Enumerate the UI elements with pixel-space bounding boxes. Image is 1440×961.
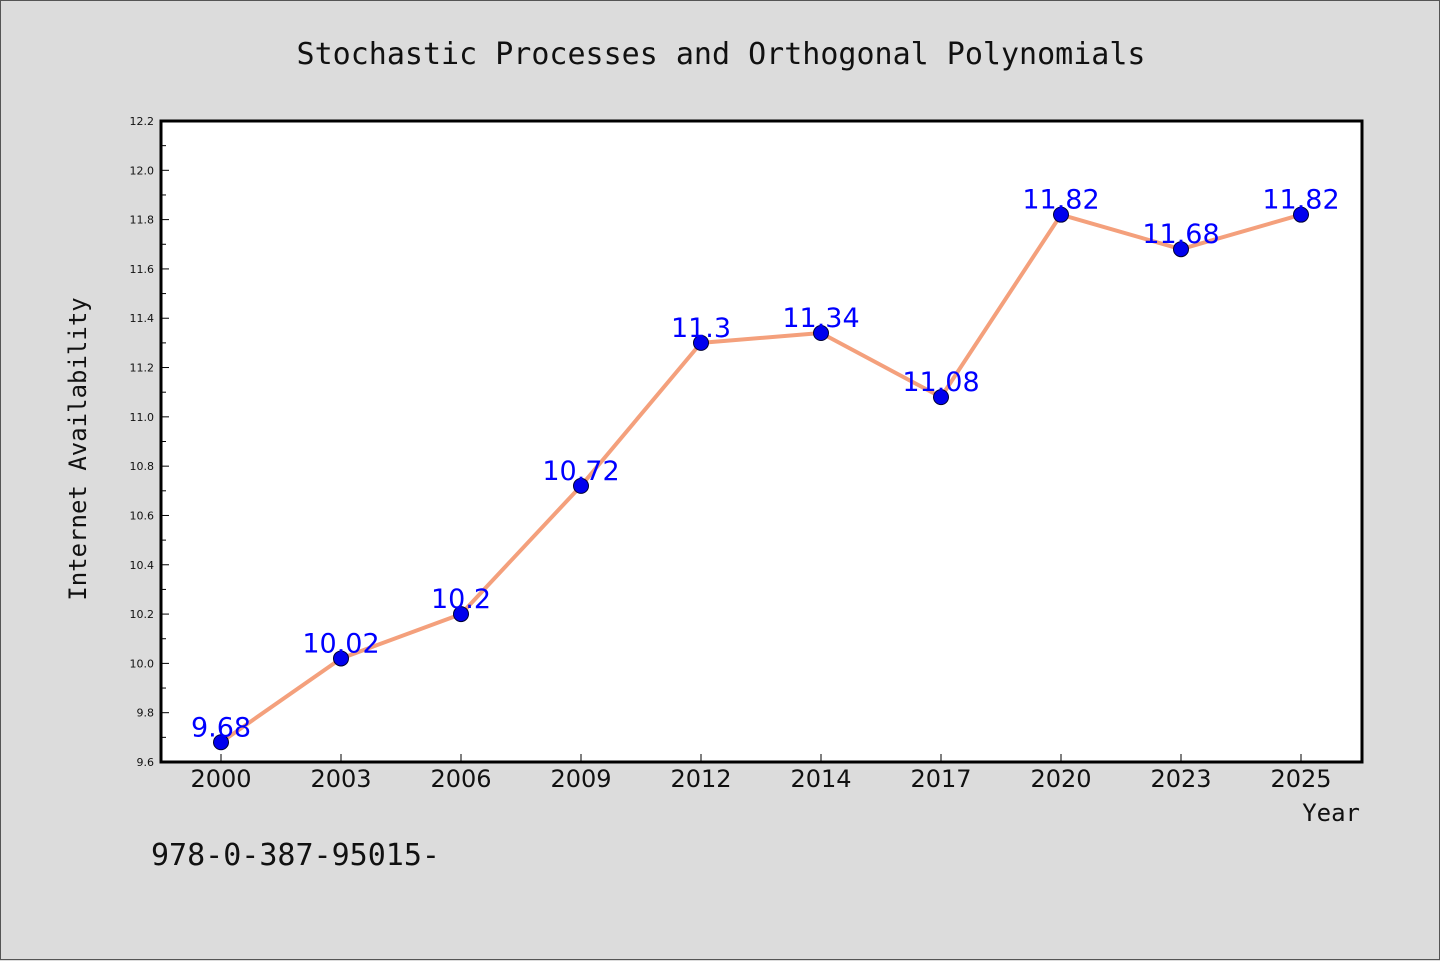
x-tick-label: 2009 [550,765,611,793]
y-tick-label: 9.6 [137,756,155,769]
y-tick-label: 10.6 [130,509,155,522]
data-point [213,734,229,751]
data-label: 10.72 [542,456,619,487]
x-tick-label: 2006 [430,765,491,793]
y-tick-label: 10.8 [130,460,155,473]
y-tick-label: 11.2 [130,362,155,375]
y-tick-label: 9.8 [137,707,155,720]
y-tick-label: 12.0 [130,164,155,177]
data-label: 9.68 [191,712,251,743]
data-point [1053,206,1069,223]
y-axis: 9.6 9.8 10.0 10.2 10.4 10.6 10.8 11.0 11.2 11.4 11… [130,115,169,769]
x-tick-label: 2000 [190,765,251,793]
x-tick-label: 2025 [1270,765,1331,793]
data-label: 11.82 [1022,185,1099,216]
data-point [693,334,709,351]
x-axis-label: Year [1302,799,1360,827]
y-tick-label: 10.4 [130,559,155,572]
data-point [813,325,829,342]
x-tick-label: 2012 [670,765,731,793]
y-tick-label: 10.2 [130,608,155,621]
data-point [333,650,349,667]
data-point [933,389,949,406]
y-tick-label: 12.2 [130,115,155,128]
chart-title: Stochastic Processes and Orthogonal Poly… [297,37,1146,72]
y-tick-label: 11.4 [130,312,155,325]
footer-text: 978-0-387-95015- [151,838,440,873]
data-series: 9.68 10.02 10.2 10.72 11.3 11.34 11.08 11.82 11.… [191,185,1340,751]
y-tick-label: 11.8 [130,214,155,227]
plot-area [159,119,1364,764]
data-label: 11.82 [1262,185,1339,216]
data-label: 10.2 [431,584,491,615]
data-label: 11.08 [902,367,979,398]
data-point [1293,206,1309,223]
x-tick-label: 2017 [910,765,971,793]
data-point [573,477,589,494]
data-point [1173,241,1189,258]
y-tick-label: 11.6 [130,263,155,276]
x-tick-label: 2003 [310,765,371,793]
x-axis: 2000 2003 2006 2009 2012 2014 2017 2020 2023 2025 [190,754,1332,793]
y-tick-label: 11.0 [130,411,155,424]
data-point [453,606,469,623]
data-label: 10.02 [302,628,379,659]
y-axis-label: Internet Availability [64,297,92,600]
y-tick-label: 10.0 [130,657,155,670]
data-label: 11.3 [671,313,731,344]
data-label: 11.34 [782,303,859,334]
x-tick-label: 2023 [1150,765,1211,793]
x-tick-label: 2020 [1030,765,1091,793]
x-tick-label: 2014 [790,765,851,793]
series-line [219,212,1302,744]
data-label: 11.68 [1142,219,1219,250]
